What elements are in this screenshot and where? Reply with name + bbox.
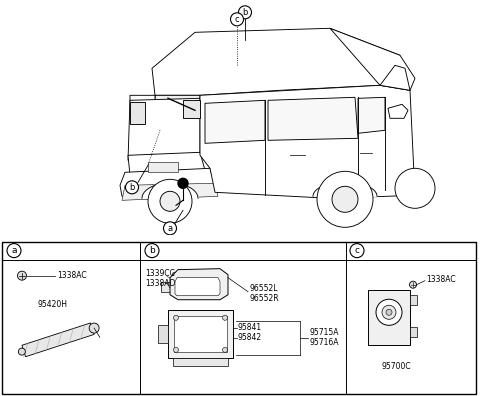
Polygon shape — [130, 95, 155, 135]
Polygon shape — [388, 104, 408, 118]
Bar — [148, 162, 178, 172]
Circle shape — [173, 315, 179, 320]
Text: 1338AC: 1338AC — [426, 275, 456, 284]
Polygon shape — [152, 28, 400, 95]
Circle shape — [145, 244, 159, 258]
Circle shape — [178, 178, 188, 188]
Circle shape — [89, 323, 99, 333]
Polygon shape — [128, 152, 205, 175]
Polygon shape — [170, 268, 228, 300]
Text: b: b — [149, 246, 155, 255]
Circle shape — [382, 305, 396, 319]
Text: 95841: 95841 — [237, 323, 261, 332]
Circle shape — [172, 272, 178, 277]
Bar — [183, 100, 200, 118]
Bar — [410, 327, 417, 337]
Polygon shape — [155, 95, 200, 133]
Bar — [410, 295, 417, 305]
Text: b: b — [129, 183, 135, 192]
Circle shape — [317, 171, 373, 227]
Circle shape — [17, 271, 26, 280]
Circle shape — [223, 347, 228, 352]
Circle shape — [239, 6, 252, 19]
Text: 1338AC: 1338AC — [57, 271, 86, 280]
Circle shape — [376, 299, 402, 325]
Bar — [174, 316, 227, 352]
Bar — [161, 282, 170, 292]
Polygon shape — [330, 28, 415, 90]
Polygon shape — [380, 65, 410, 90]
Bar — [368, 290, 410, 345]
Bar — [168, 310, 233, 358]
Text: c: c — [355, 246, 360, 255]
Circle shape — [409, 281, 417, 288]
Polygon shape — [120, 168, 215, 196]
Circle shape — [230, 13, 243, 26]
Text: c: c — [235, 15, 240, 24]
Text: a: a — [11, 246, 17, 255]
Bar — [173, 358, 228, 366]
Circle shape — [173, 347, 179, 352]
Text: 95842: 95842 — [237, 333, 261, 343]
Polygon shape — [200, 85, 415, 198]
Polygon shape — [22, 323, 94, 357]
Text: a: a — [168, 224, 173, 233]
Text: 96552R: 96552R — [250, 294, 280, 303]
Circle shape — [217, 272, 223, 277]
Polygon shape — [205, 100, 265, 143]
Text: 96552L: 96552L — [250, 284, 278, 293]
Polygon shape — [313, 182, 377, 196]
Polygon shape — [128, 98, 200, 160]
Polygon shape — [268, 97, 358, 140]
Circle shape — [223, 315, 228, 320]
Circle shape — [160, 191, 180, 211]
Polygon shape — [122, 183, 218, 200]
Circle shape — [7, 244, 21, 258]
Text: 1339CC: 1339CC — [145, 269, 175, 278]
Polygon shape — [358, 97, 385, 133]
Circle shape — [164, 222, 177, 235]
Circle shape — [125, 181, 139, 194]
Circle shape — [18, 348, 25, 355]
Text: 95420H: 95420H — [38, 300, 68, 309]
Bar — [130, 102, 145, 124]
Text: 95700C: 95700C — [381, 362, 410, 371]
Polygon shape — [142, 183, 198, 198]
Text: 1338AD: 1338AD — [145, 279, 175, 288]
Circle shape — [148, 179, 192, 223]
Text: b: b — [242, 8, 248, 17]
Text: 95715A: 95715A — [310, 328, 339, 337]
Circle shape — [350, 244, 364, 258]
Circle shape — [386, 309, 392, 315]
Polygon shape — [175, 278, 220, 296]
Circle shape — [395, 168, 435, 208]
Text: 95716A: 95716A — [310, 338, 339, 347]
Circle shape — [332, 186, 358, 212]
Bar — [158, 325, 168, 343]
